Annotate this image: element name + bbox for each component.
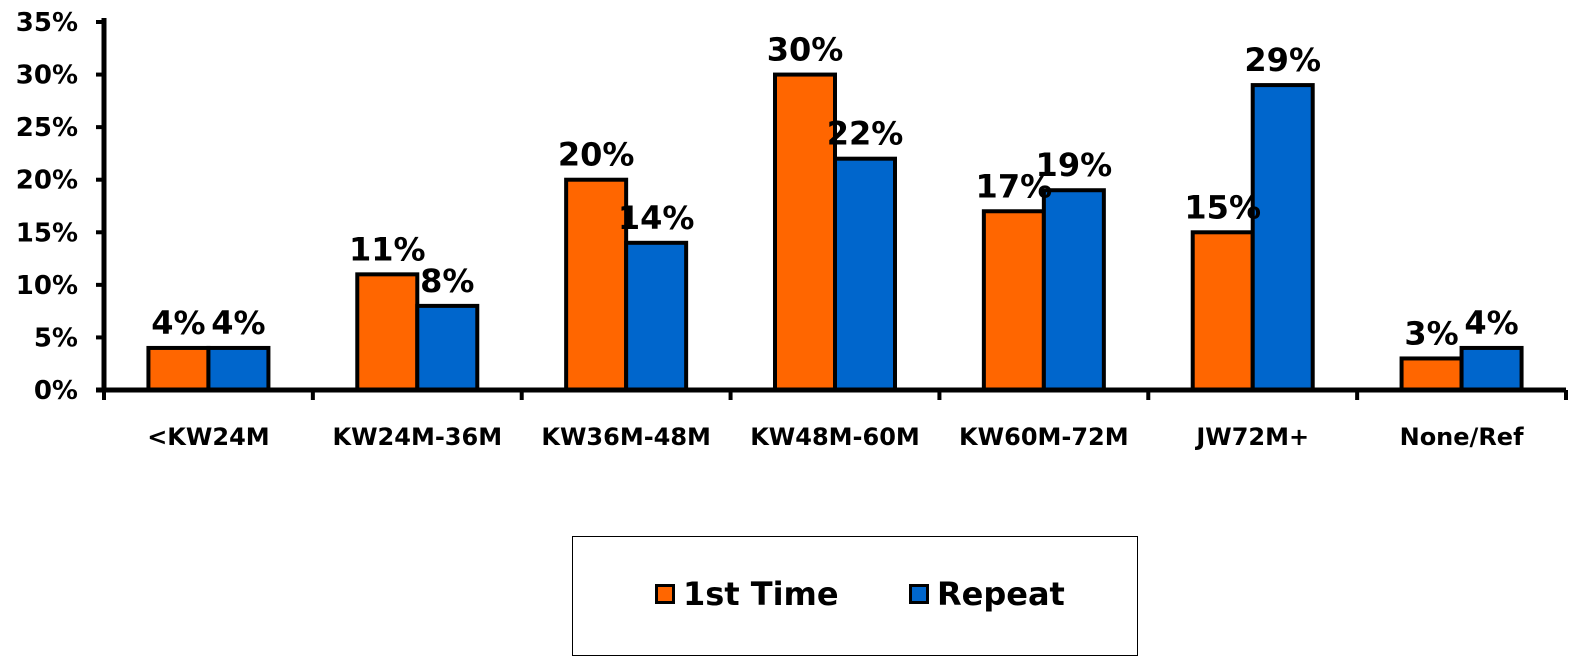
y-tick-label: 5% xyxy=(34,323,78,353)
bar-first-time xyxy=(981,209,1046,392)
x-tick-label: KW48M-60M xyxy=(750,423,920,451)
data-label: 19% xyxy=(1036,146,1113,184)
data-label: 4% xyxy=(1464,304,1518,342)
data-label: 22% xyxy=(827,115,904,153)
y-tick-label: 10% xyxy=(16,271,78,301)
bar-first-time xyxy=(355,272,420,393)
x-tick-label: None/Ref xyxy=(1400,423,1524,451)
bar-repeat xyxy=(415,303,480,392)
data-label: 17% xyxy=(976,167,1053,205)
data-label: 20% xyxy=(558,136,635,174)
y-tick-label: 15% xyxy=(16,218,78,248)
legend-item-repeat: Repeat xyxy=(909,575,1065,613)
legend-label-repeat: Repeat xyxy=(937,575,1065,613)
y-tick-label: 35% xyxy=(16,8,78,38)
data-label: 15% xyxy=(1184,188,1261,226)
y-tick-label: 20% xyxy=(16,166,78,196)
y-tick-label: 25% xyxy=(16,113,78,143)
bar-repeat xyxy=(833,156,897,392)
y-tick-label: 30% xyxy=(16,61,78,91)
bar-first-time xyxy=(146,345,211,393)
bar-first-time xyxy=(1190,230,1255,392)
bar-repeat xyxy=(1459,345,1524,393)
bar-first-time xyxy=(1399,356,1464,393)
legend-label-first-time: 1st Time xyxy=(683,575,839,613)
axes xyxy=(96,18,1566,393)
bar-repeat xyxy=(1041,188,1106,392)
bar-repeat xyxy=(624,240,689,392)
data-label: 4% xyxy=(151,304,205,342)
x-tick-label: <KW24M xyxy=(147,423,269,451)
legend-swatch-repeat xyxy=(909,584,929,604)
bar-first-time xyxy=(773,72,837,392)
data-label: 30% xyxy=(767,31,844,69)
data-label: 29% xyxy=(1244,41,1321,79)
x-tick-label: KW60M-72M xyxy=(959,423,1129,451)
bars xyxy=(146,72,1524,393)
legend-item-first-time: 1st Time xyxy=(655,575,839,613)
data-label: 11% xyxy=(349,230,426,268)
x-tick-label: KW36M-48M xyxy=(541,423,711,451)
legend-swatch-first-time xyxy=(655,584,675,604)
data-label: 3% xyxy=(1404,314,1458,352)
x-axis-ticks: <KW24M KW24M-36M KW36M-48M KW48M-60M KW60M-7… xyxy=(102,390,1568,451)
x-tick-label: KW24M-36M xyxy=(332,423,502,451)
data-label: 14% xyxy=(618,199,695,237)
bar-repeat xyxy=(206,345,271,393)
legend: 1st Time Repeat xyxy=(572,536,1138,656)
y-axis-ticks: 0% 5% 10% 15% 20% 25% 30% 35% xyxy=(16,8,104,406)
data-label: 4% xyxy=(211,304,265,342)
y-tick-label: 0% xyxy=(34,376,78,406)
bar-chart: 0%5%10%15%20%25%30%35% 4% 4%11%8%20%14%30… xyxy=(16,8,1568,451)
data-labels: 4% 4%11%8%20%14%30%22%17%19%15%29%3% 4% xyxy=(151,31,1518,353)
x-tick-label: JW72M+ xyxy=(1194,423,1309,451)
bar-repeat xyxy=(1250,83,1315,392)
data-label: 8% xyxy=(420,262,474,300)
